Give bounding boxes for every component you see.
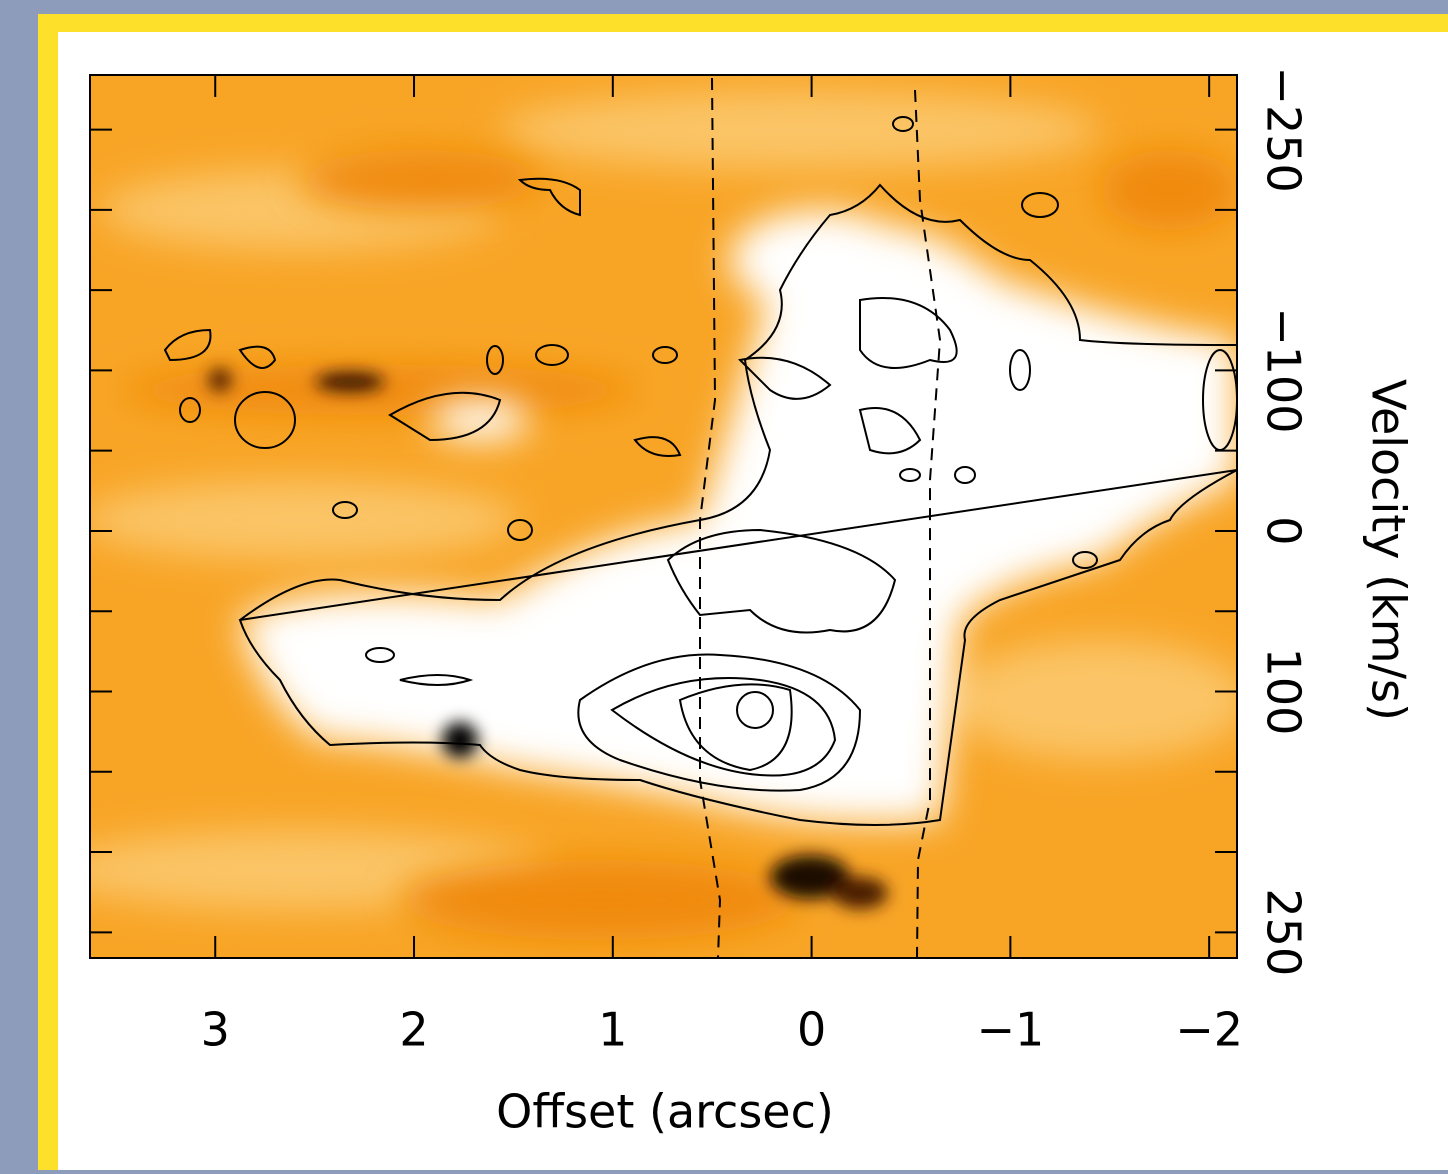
- x-tick-label: 1: [598, 1003, 627, 1057]
- y-tick-label: 250: [1257, 888, 1311, 976]
- x-tick-label: −1: [976, 1003, 1044, 1057]
- aperture-lines: [699, 77, 942, 958]
- x-tick-label: 2: [399, 1003, 428, 1057]
- contours: [163, 116, 1237, 826]
- plot-frame: [89, 74, 1238, 959]
- x-tick-label: 0: [797, 1003, 826, 1057]
- y-tick-label: 0: [1257, 516, 1311, 545]
- y-axis-label: Velocity (km/s): [1362, 379, 1416, 721]
- x-tick-label: −2: [1175, 1003, 1243, 1057]
- y-tick-label: 100: [1257, 648, 1311, 736]
- x-tick-label: 3: [201, 1003, 230, 1057]
- x-axis-label: Offset (arcsec): [496, 1085, 834, 1139]
- image: [90, 75, 1237, 958]
- y-tick-label: −100: [1257, 307, 1311, 433]
- y-tick-label: −250: [1257, 66, 1311, 192]
